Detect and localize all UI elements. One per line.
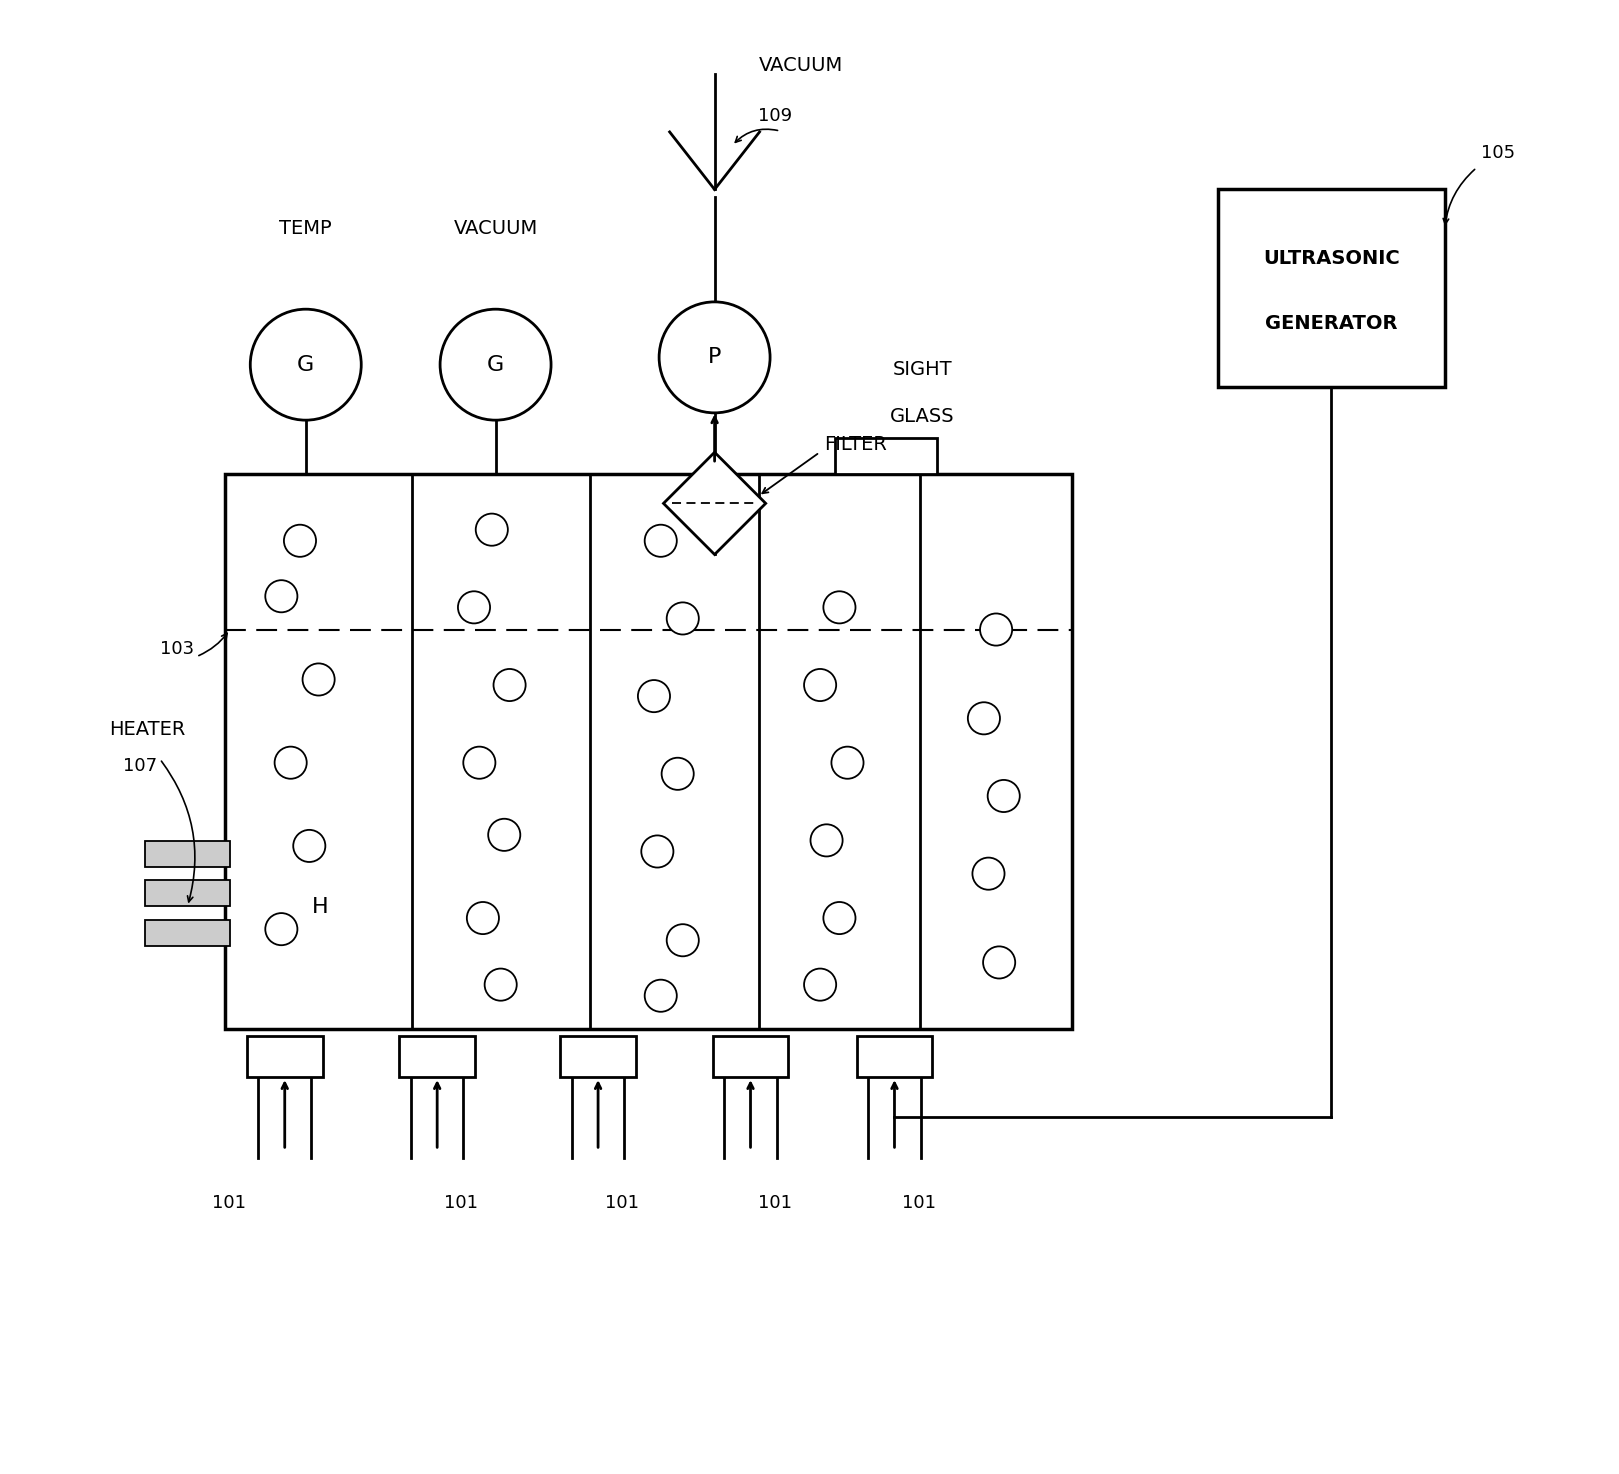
Circle shape bbox=[832, 747, 863, 778]
Circle shape bbox=[644, 525, 677, 557]
Bar bbox=[560, 1036, 636, 1077]
Text: GENERATOR: GENERATOR bbox=[1264, 314, 1397, 333]
Circle shape bbox=[283, 525, 316, 557]
Bar bbox=[246, 1036, 322, 1077]
Circle shape bbox=[293, 830, 325, 862]
Bar bbox=[712, 1036, 788, 1077]
Text: HEATER: HEATER bbox=[108, 721, 185, 738]
Circle shape bbox=[458, 591, 491, 624]
Circle shape bbox=[641, 836, 674, 868]
Bar bbox=[856, 1036, 933, 1077]
Circle shape bbox=[266, 912, 298, 945]
Circle shape bbox=[983, 946, 1015, 979]
Text: 101: 101 bbox=[758, 1194, 792, 1212]
Circle shape bbox=[463, 747, 495, 778]
Text: 101: 101 bbox=[606, 1194, 640, 1212]
Circle shape bbox=[303, 663, 335, 696]
Text: VACUUM: VACUUM bbox=[758, 56, 842, 75]
Circle shape bbox=[667, 603, 699, 634]
Circle shape bbox=[988, 780, 1020, 812]
Text: SIGHT: SIGHT bbox=[892, 360, 952, 379]
Circle shape bbox=[494, 669, 526, 702]
Circle shape bbox=[484, 968, 516, 1001]
Text: VACUUM: VACUUM bbox=[453, 220, 538, 239]
Bar bbox=[225, 475, 1072, 1029]
Bar bbox=[146, 840, 230, 867]
Text: G: G bbox=[298, 355, 314, 374]
Text: H: H bbox=[312, 898, 329, 917]
Circle shape bbox=[805, 968, 835, 1001]
Circle shape bbox=[667, 924, 699, 957]
Text: GLASS: GLASS bbox=[890, 407, 955, 426]
Circle shape bbox=[973, 858, 1004, 890]
Circle shape bbox=[811, 824, 842, 856]
Circle shape bbox=[638, 680, 670, 712]
Bar bbox=[1219, 190, 1444, 386]
Text: P: P bbox=[708, 348, 722, 367]
Bar bbox=[400, 1036, 474, 1077]
Text: 101: 101 bbox=[902, 1194, 936, 1212]
Circle shape bbox=[266, 581, 298, 612]
Text: 101: 101 bbox=[445, 1194, 479, 1212]
Bar bbox=[146, 880, 230, 907]
Text: 105: 105 bbox=[1481, 144, 1515, 162]
Text: 109: 109 bbox=[758, 108, 793, 125]
Text: G: G bbox=[487, 355, 504, 374]
Text: 103: 103 bbox=[160, 640, 194, 659]
Circle shape bbox=[440, 310, 550, 420]
Circle shape bbox=[659, 302, 771, 413]
Bar bbox=[146, 920, 230, 946]
Text: 101: 101 bbox=[212, 1194, 246, 1212]
Circle shape bbox=[979, 613, 1012, 646]
Circle shape bbox=[489, 818, 520, 850]
Circle shape bbox=[824, 591, 855, 624]
Text: TEMP: TEMP bbox=[280, 220, 332, 239]
Text: FILTER: FILTER bbox=[824, 435, 887, 454]
Circle shape bbox=[251, 310, 361, 420]
Bar bbox=[835, 438, 937, 475]
Text: ULTRASONIC: ULTRASONIC bbox=[1263, 249, 1400, 268]
Circle shape bbox=[824, 902, 855, 935]
Polygon shape bbox=[664, 453, 766, 554]
Circle shape bbox=[644, 980, 677, 1011]
Circle shape bbox=[968, 702, 1001, 734]
Circle shape bbox=[466, 902, 499, 935]
Circle shape bbox=[275, 747, 306, 778]
Circle shape bbox=[805, 669, 835, 702]
Text: 107: 107 bbox=[123, 758, 157, 775]
Circle shape bbox=[662, 758, 695, 790]
Circle shape bbox=[476, 513, 508, 545]
